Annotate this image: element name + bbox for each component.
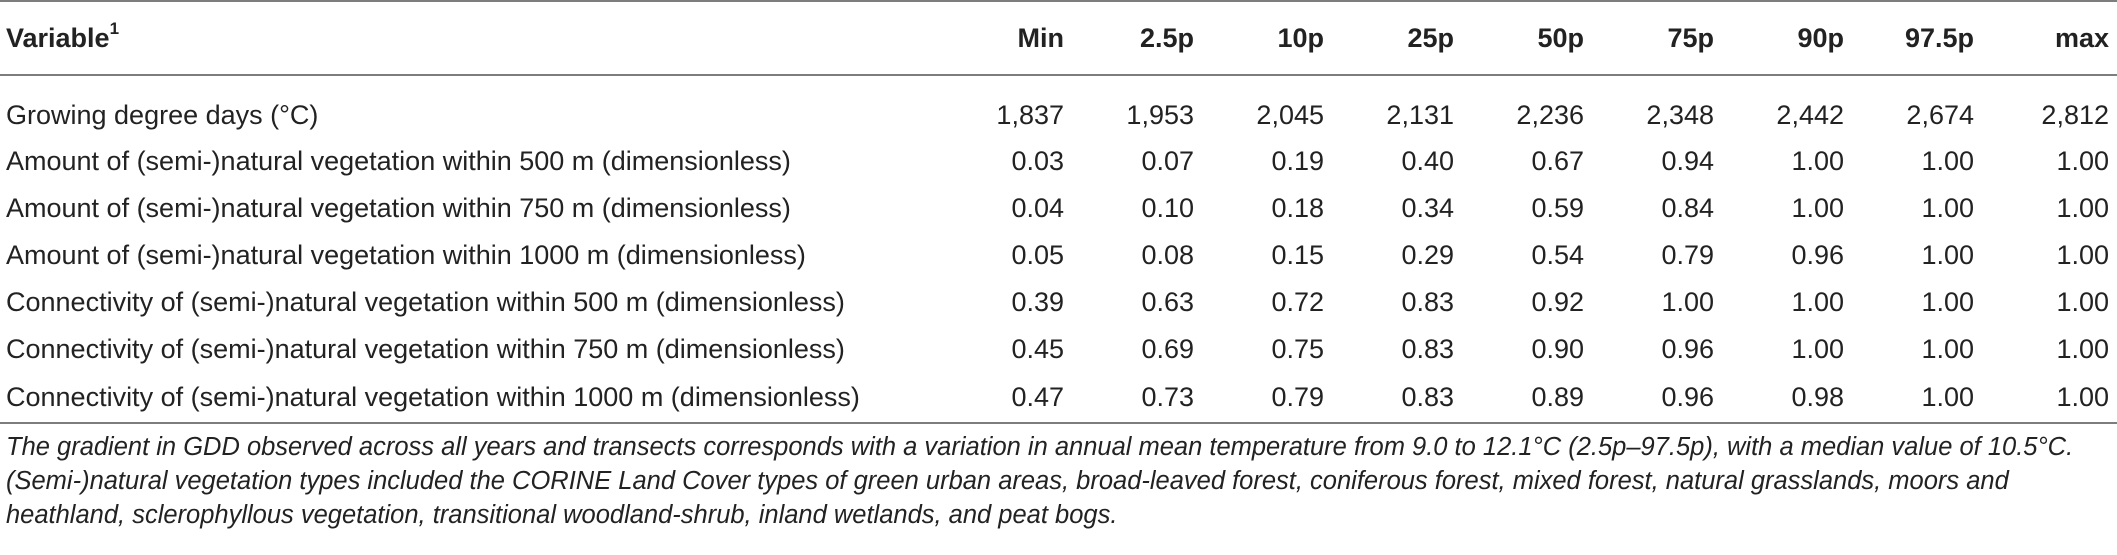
- header-75p: 75p: [1592, 0, 1722, 76]
- table-body: Growing degree days (°C) 1,837 1,953 2,045 2…: [0, 75, 2117, 424]
- row-variable-label: Connectivity of (semi-)natural vegetatio…: [0, 373, 942, 424]
- row-value-cell: 0.92: [1531, 287, 1584, 317]
- row-value-cell: 2,674: [1906, 99, 1974, 130]
- row-value-cell: 0.47: [942, 373, 1072, 424]
- row-variable-label: Connectivity of (semi-)natural vegetatio…: [6, 334, 845, 364]
- row-value-cell: 0.18: [1271, 193, 1324, 223]
- row-value-cell: 0.34: [1401, 193, 1454, 223]
- row-value-cell: 1.00: [2056, 287, 2109, 317]
- row-value-cell: 0.40: [1401, 146, 1454, 176]
- header-variable-label: Variable: [6, 23, 110, 53]
- row-value-cell: 1.00: [2056, 193, 2109, 223]
- row-value-cell: 0.39: [1011, 287, 1064, 317]
- row-value-cell: 0.72: [1271, 287, 1324, 317]
- row-value-cell: 1.00: [1791, 146, 1844, 176]
- row-value-cell: 0.19: [1271, 146, 1324, 176]
- row-value-cell: 1.00: [1791, 334, 1844, 364]
- row-value-cell: 1.00: [2056, 146, 2109, 176]
- row-variable-label: Connectivity of (semi-)natural vegetatio…: [6, 287, 845, 317]
- row-value-cell: 1.00: [2056, 334, 2109, 364]
- row-value-cell: 0.54: [1531, 240, 1584, 270]
- table-row: Connectivity of (semi-)natural vegetatio…: [0, 279, 2117, 326]
- row-variable-label: Amount of (semi-)natural vegetation with…: [6, 146, 791, 176]
- row-value-cell: 1.00: [1791, 287, 1844, 317]
- header-25p: 25p: [1332, 0, 1462, 76]
- table-row: Growing degree days (°C) 1,837 1,953 2,045 2…: [0, 75, 2117, 138]
- row-value-cell: 0.73: [1072, 373, 1202, 424]
- row-value-cell: 0.03: [1011, 146, 1064, 176]
- header-50p: 50p: [1462, 0, 1592, 76]
- row-value-cell: 2,442: [1776, 99, 1844, 130]
- row-value-cell: 0.07: [1141, 146, 1194, 176]
- row-value-cell: 0.69: [1141, 334, 1194, 364]
- row-value-cell: 0.45: [1011, 334, 1064, 364]
- row-value-cell: 1.00: [1791, 193, 1844, 223]
- row-value-cell: 0.94: [1661, 146, 1714, 176]
- row-value-cell: 0.10: [1141, 193, 1194, 223]
- row-value-cell: 2,812: [2041, 99, 2109, 130]
- row-variable-label: Amount of (semi-)natural vegetation with…: [6, 240, 806, 270]
- row-value-cell: 1.00: [1921, 146, 1974, 176]
- row-value-cell: 0.67: [1531, 146, 1584, 176]
- row-value-cell: 0.79: [1661, 240, 1714, 270]
- row-value-cell: 1.00: [1852, 373, 1982, 424]
- row-value-cell: 0.08: [1141, 240, 1194, 270]
- row-value-cell: 0.89: [1462, 373, 1592, 424]
- row-value-cell: 2,236: [1516, 99, 1584, 130]
- table-row: Amount of (semi-)natural vegetation with…: [0, 185, 2117, 232]
- table-row: Amount of (semi-)natural vegetation with…: [0, 138, 2117, 185]
- row-value-cell: 2,348: [1646, 99, 1714, 130]
- table-footnote: The gradient in GDD observed across all …: [0, 424, 2117, 532]
- row-value-cell: 2,131: [1386, 99, 1454, 130]
- row-value-cell: 0.84: [1661, 193, 1714, 223]
- row-value-cell: 0.83: [1332, 373, 1462, 424]
- table-row: Connectivity of (semi-)natural vegetatio…: [0, 373, 2117, 424]
- row-value-cell: 1.00: [1982, 373, 2117, 424]
- row-value-cell: 1.00: [1921, 240, 1974, 270]
- header-row: Variable1 Min 2.5p 10p 25p 50p 75p 90p 9…: [0, 0, 2117, 76]
- header-90p: 90p: [1722, 0, 1852, 76]
- data-table: Variable1 Min 2.5p 10p 25p 50p 75p 90p 9…: [0, 0, 2117, 424]
- header-97-5p: 97.5p: [1852, 0, 1982, 76]
- row-value-cell: 0.75: [1271, 334, 1324, 364]
- table-header: Variable1 Min 2.5p 10p 25p 50p 75p 90p 9…: [0, 0, 2117, 76]
- row-value-cell: 0.15: [1271, 240, 1324, 270]
- header-variable: Variable1: [0, 0, 942, 76]
- row-variable-label: Amount of (semi-)natural vegetation with…: [6, 193, 791, 223]
- row-value-cell: 1.00: [1661, 287, 1714, 317]
- row-value-cell: 0.05: [1011, 240, 1064, 270]
- row-value-cell: 0.90: [1531, 334, 1584, 364]
- row-value-cell: 0.04: [1011, 193, 1064, 223]
- row-value-cell: 1.00: [1921, 334, 1974, 364]
- row-value-cell: 0.29: [1401, 240, 1454, 270]
- row-value-cell: 0.96: [1661, 334, 1714, 364]
- row-variable-label: Growing degree days (°C): [6, 99, 319, 130]
- row-value-cell: 0.79: [1202, 373, 1332, 424]
- row-value-cell: 2,045: [1256, 99, 1324, 130]
- table-row: Connectivity of (semi-)natural vegetatio…: [0, 326, 2117, 373]
- header-variable-footnote-marker: 1: [109, 19, 120, 38]
- row-value-cell: 0.59: [1531, 193, 1584, 223]
- header-min: Min: [942, 0, 1072, 76]
- row-value-cell: 0.83: [1401, 287, 1454, 317]
- row-value-cell: 1.00: [1921, 193, 1974, 223]
- row-value-cell: 1.00: [2056, 240, 2109, 270]
- table-container: Variable1 Min 2.5p 10p 25p 50p 75p 90p 9…: [0, 0, 2117, 532]
- row-value-cell: 1,837: [996, 99, 1064, 130]
- row-value-cell: 0.63: [1141, 287, 1194, 317]
- table-row: Amount of (semi-)natural vegetation with…: [0, 232, 2117, 279]
- row-value-cell: 1,953: [1126, 99, 1194, 130]
- footnote-text: The gradient in GDD observed across all …: [6, 433, 2074, 529]
- row-value-cell: 0.83: [1401, 334, 1454, 364]
- row-value-cell: 0.96: [1592, 373, 1722, 424]
- row-value-cell: 0.96: [1791, 240, 1844, 270]
- header-10p: 10p: [1202, 0, 1332, 76]
- row-value-cell: 1.00: [1921, 287, 1974, 317]
- header-max: max: [1982, 0, 2117, 76]
- row-value-cell: 0.98: [1722, 373, 1852, 424]
- header-2-5p: 2.5p: [1072, 0, 1202, 76]
